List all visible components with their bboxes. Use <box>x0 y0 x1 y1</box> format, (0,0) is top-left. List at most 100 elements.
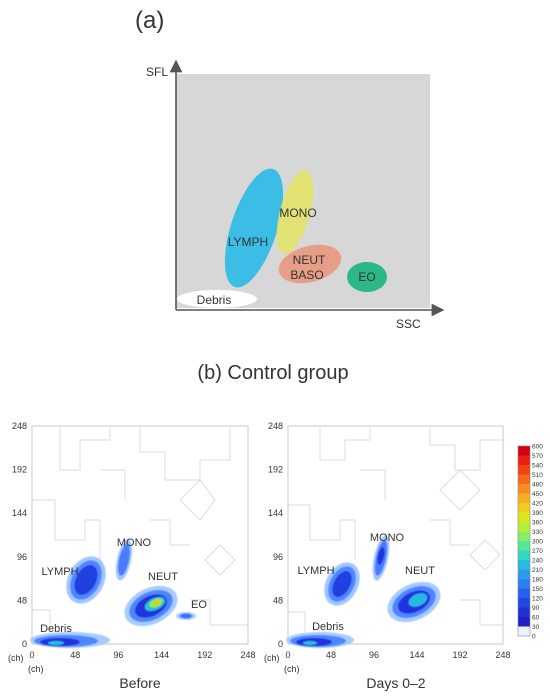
colorbar-segment <box>518 446 530 456</box>
colorbar-segment <box>518 588 530 599</box>
colorbar-segment <box>518 512 530 523</box>
eo-label: EO <box>358 270 375 284</box>
panel-a-label: (a) <box>135 7 164 34</box>
panel-a: (a) SFL SSC MONO LYMPH NEUT BASO EO Debr… <box>135 7 445 331</box>
days-y-tick-48: 48 <box>273 595 283 605</box>
neut-label: NEUT <box>293 253 326 267</box>
before-x-tick-48: 48 <box>70 650 80 660</box>
before-neut-label: NEUT <box>148 571 178 583</box>
colorbar-segment <box>518 607 530 618</box>
before-x-unit: (ch) <box>28 664 44 674</box>
days-debris-label: Debris <box>312 621 344 633</box>
before-y-tick-248: 248 <box>12 421 27 431</box>
colorbar-segment <box>518 522 530 532</box>
days-x-tick-248: 248 <box>495 650 510 660</box>
colorbar-tick-450: 450 <box>532 491 543 498</box>
colorbar-tick-270: 270 <box>532 548 543 555</box>
plot-before-ticks: 0 48 96 144 192 248 0 48 96 144 192 248 <box>12 421 256 660</box>
before-y-tick-96: 96 <box>17 552 27 562</box>
colorbar-segment <box>518 626 530 637</box>
colorbar-segment <box>518 503 530 513</box>
plot-days-clusters <box>286 535 441 648</box>
colorbar-tick-30: 30 <box>532 624 540 631</box>
lymph-ellipse <box>224 168 284 288</box>
before-y-tick-144: 144 <box>12 508 27 518</box>
colorbar-segment <box>518 550 530 561</box>
ssc-axis-label: SSC <box>396 317 421 331</box>
scattergram-days-0-2: MONO LYMPH NEUT Debris 0 48 96 144 192 248 0 48… <box>264 421 511 691</box>
colorbar-segment <box>518 598 530 608</box>
colorbar-segment <box>518 465 530 475</box>
before-y-unit: (ch) <box>8 653 24 663</box>
colorbar-tick-360: 360 <box>532 520 543 527</box>
days-x-unit: (ch) <box>284 664 300 674</box>
mono-label: MONO <box>279 206 316 220</box>
eo-ellipse <box>347 262 387 292</box>
mono-ellipse <box>276 170 314 254</box>
colorbar-tick-120: 120 <box>532 596 543 603</box>
colorbar-segment <box>518 455 530 466</box>
plot-days-ticks: 0 48 96 144 192 248 0 48 96 144 192 248 <box>268 421 511 660</box>
colorbar-segment <box>518 493 530 504</box>
neut-baso-ellipse <box>278 244 342 284</box>
plot-days-faint-contours <box>288 426 503 632</box>
scattergram-before: MONO LYMPH NEUT EO Debris 0 48 96 144 192 248… <box>8 421 256 691</box>
colorbar-tick-90: 90 <box>532 605 540 612</box>
colorbar-segment <box>518 484 530 494</box>
panel-b-title: (b) Control group <box>197 362 348 384</box>
days-x-tick-192: 192 <box>452 650 467 660</box>
days-neut-label: NEUT <box>405 565 435 577</box>
colorbar-tick-420: 420 <box>532 501 543 508</box>
colorbar-frame <box>517 445 531 637</box>
lymph-label: LYMPH <box>228 235 268 249</box>
colorbar-tick-180: 180 <box>532 577 543 584</box>
before-x-tick-0: 0 <box>29 650 34 660</box>
colorbar-tick-570: 570 <box>532 453 543 460</box>
colorbar-tick-330: 330 <box>532 529 543 536</box>
colorbar-tick-480: 480 <box>532 482 543 489</box>
before-y-tick-48: 48 <box>17 595 27 605</box>
days-y-tick-96: 96 <box>273 552 283 562</box>
debris-ellipse <box>177 290 257 308</box>
days-y-tick-0: 0 <box>278 639 283 649</box>
colorbar-tick-60: 60 <box>532 615 540 622</box>
days-y-tick-248: 248 <box>268 421 283 431</box>
debris-label: Debris <box>197 293 232 307</box>
days-y-tick-192: 192 <box>268 465 283 475</box>
before-mono-label: MONO <box>117 537 152 549</box>
colorbar-segment <box>518 579 530 589</box>
colorbar-segment <box>518 474 530 485</box>
colorbar-tick-390: 390 <box>532 510 543 517</box>
before-x-tick-192: 192 <box>197 650 212 660</box>
colorbar: 6005705405104804504203903603303002702402… <box>517 444 543 641</box>
baso-label: BASO <box>290 268 323 282</box>
colorbar-segment <box>518 541 530 551</box>
colorbar-segment <box>518 617 530 627</box>
before-x-tick-248: 248 <box>240 650 255 660</box>
days-mono-label: MONO <box>370 532 405 544</box>
before-y-tick-192: 192 <box>12 465 27 475</box>
days-y-tick-144: 144 <box>268 508 283 518</box>
colorbar-tick-600: 600 <box>532 444 543 451</box>
before-x-tick-144: 144 <box>154 650 169 660</box>
colorbar-segment <box>518 569 530 580</box>
before-debris-label: Debris <box>40 623 72 635</box>
days-x-tick-48: 48 <box>326 650 336 660</box>
colorbar-tick-510: 510 <box>532 472 543 479</box>
caption-before: Before <box>119 675 160 691</box>
colorbar-tick-150: 150 <box>532 586 543 593</box>
colorbar-tick-300: 300 <box>532 539 543 546</box>
days-x-tick-144: 144 <box>409 650 424 660</box>
colorbar-tick-540: 540 <box>532 463 543 470</box>
colorbar-tick-0: 0 <box>532 634 536 641</box>
before-eo-label: EO <box>191 599 207 611</box>
before-x-tick-96: 96 <box>113 650 123 660</box>
plot-before-clusters <box>30 539 196 648</box>
days-x-tick-96: 96 <box>369 650 379 660</box>
caption-days-0-2: Days 0–2 <box>366 675 425 691</box>
before-y-tick-0: 0 <box>22 639 27 649</box>
days-lymph-label: LYMPH <box>297 565 334 577</box>
colorbar-tick-240: 240 <box>532 558 543 565</box>
before-lymph-label: LYMPH <box>41 566 78 578</box>
